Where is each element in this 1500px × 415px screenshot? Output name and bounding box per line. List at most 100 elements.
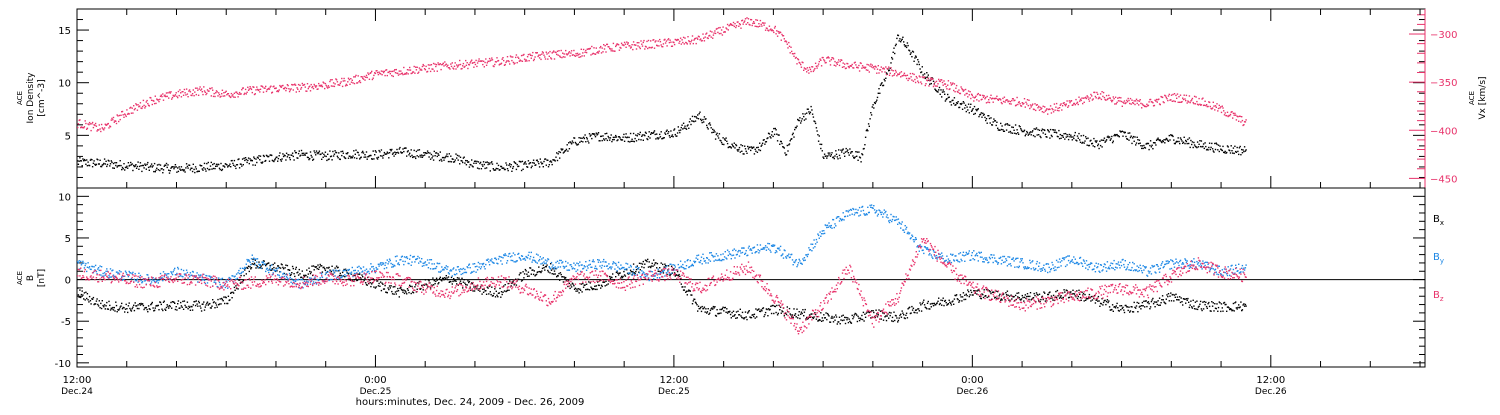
bx-point (1181, 297, 1182, 298)
bx-point (361, 274, 362, 275)
vx-point (466, 65, 467, 66)
vx-point (709, 35, 710, 36)
bx-point (437, 279, 438, 280)
bx-point (537, 271, 538, 272)
density-point (1095, 140, 1096, 141)
bx-point (1143, 305, 1144, 306)
vx-point (937, 86, 938, 87)
vx-point (255, 89, 256, 90)
bx-point (1198, 306, 1199, 307)
vx-point (1034, 109, 1035, 110)
vx-point (947, 85, 948, 86)
bx-point (865, 317, 866, 318)
vx-point (223, 95, 224, 96)
density-point (1165, 139, 1166, 140)
vx-point (518, 58, 519, 59)
bx-point (961, 300, 962, 301)
density-point (464, 162, 465, 163)
bx-point (863, 320, 864, 321)
bx-point (969, 294, 970, 295)
bx-point (243, 275, 244, 276)
bx-point (1211, 301, 1212, 302)
vx-point (973, 100, 974, 101)
vx-point (670, 42, 671, 43)
vx-point (502, 57, 503, 58)
vx-point (475, 60, 476, 61)
density-point (929, 84, 930, 85)
density-point (1062, 135, 1063, 136)
vx-point (940, 81, 941, 82)
bx-point (546, 266, 547, 267)
vx-point (948, 80, 949, 81)
bx-point (836, 316, 837, 317)
vx-point (348, 78, 349, 79)
bx-point (547, 270, 548, 271)
bx-point (87, 299, 88, 300)
vx-point (743, 22, 744, 23)
density-point (695, 120, 696, 121)
vx-point (165, 96, 166, 97)
density-point (543, 166, 544, 167)
bx-point (98, 305, 99, 306)
bx-point (886, 320, 887, 321)
vx-point (543, 55, 544, 56)
vx-point (502, 59, 503, 60)
density-point (548, 166, 549, 167)
vx-point (1096, 97, 1097, 98)
bx-point (504, 290, 505, 291)
vx-point (631, 46, 632, 47)
density-point (486, 167, 487, 168)
density-point (781, 141, 782, 142)
density-point (805, 113, 806, 114)
vx-point (590, 54, 591, 55)
density-point (1160, 139, 1161, 140)
density-point (638, 139, 639, 140)
vx-point (751, 19, 752, 20)
vx-point (1009, 103, 1010, 104)
density-point (943, 89, 944, 90)
vx-point (578, 57, 579, 58)
bx-point (111, 308, 112, 309)
bx-point (530, 267, 531, 268)
vx-point (1148, 105, 1149, 106)
bx-point (965, 299, 966, 300)
density-point (800, 122, 801, 123)
density-point (1058, 130, 1059, 131)
density-point (1092, 143, 1093, 144)
vx-point (978, 100, 979, 101)
vx-point (488, 61, 489, 62)
vx-point (1075, 104, 1076, 105)
bx-point (1112, 304, 1113, 305)
vx-point (494, 64, 495, 65)
density-point (1007, 124, 1008, 125)
density-point (569, 148, 570, 149)
bx-point (1190, 301, 1191, 302)
density-point (436, 152, 437, 153)
density-point (661, 131, 662, 132)
density-point (135, 164, 136, 165)
bx-point (201, 310, 202, 311)
density-point (1007, 123, 1008, 124)
density-point (112, 167, 113, 168)
vx-point (78, 123, 79, 124)
bx-point (712, 308, 713, 309)
density-point (158, 164, 159, 165)
bx-point (943, 298, 944, 299)
bx-point (995, 297, 996, 298)
density-point (501, 166, 502, 167)
bx-point (1194, 308, 1195, 309)
density-point (630, 133, 631, 134)
vx-point (531, 55, 532, 56)
vx-point (952, 82, 953, 83)
density-point (849, 148, 850, 149)
bx-point (1070, 291, 1071, 292)
density-point (108, 160, 109, 161)
bx-point (1051, 295, 1052, 296)
b-tick-label: -10 (55, 359, 71, 370)
density-point (443, 157, 444, 158)
bx-point (119, 308, 120, 309)
bx-point (1102, 304, 1103, 305)
bx-point (746, 319, 747, 320)
vx-point (273, 86, 274, 87)
vx-point (1068, 105, 1069, 106)
